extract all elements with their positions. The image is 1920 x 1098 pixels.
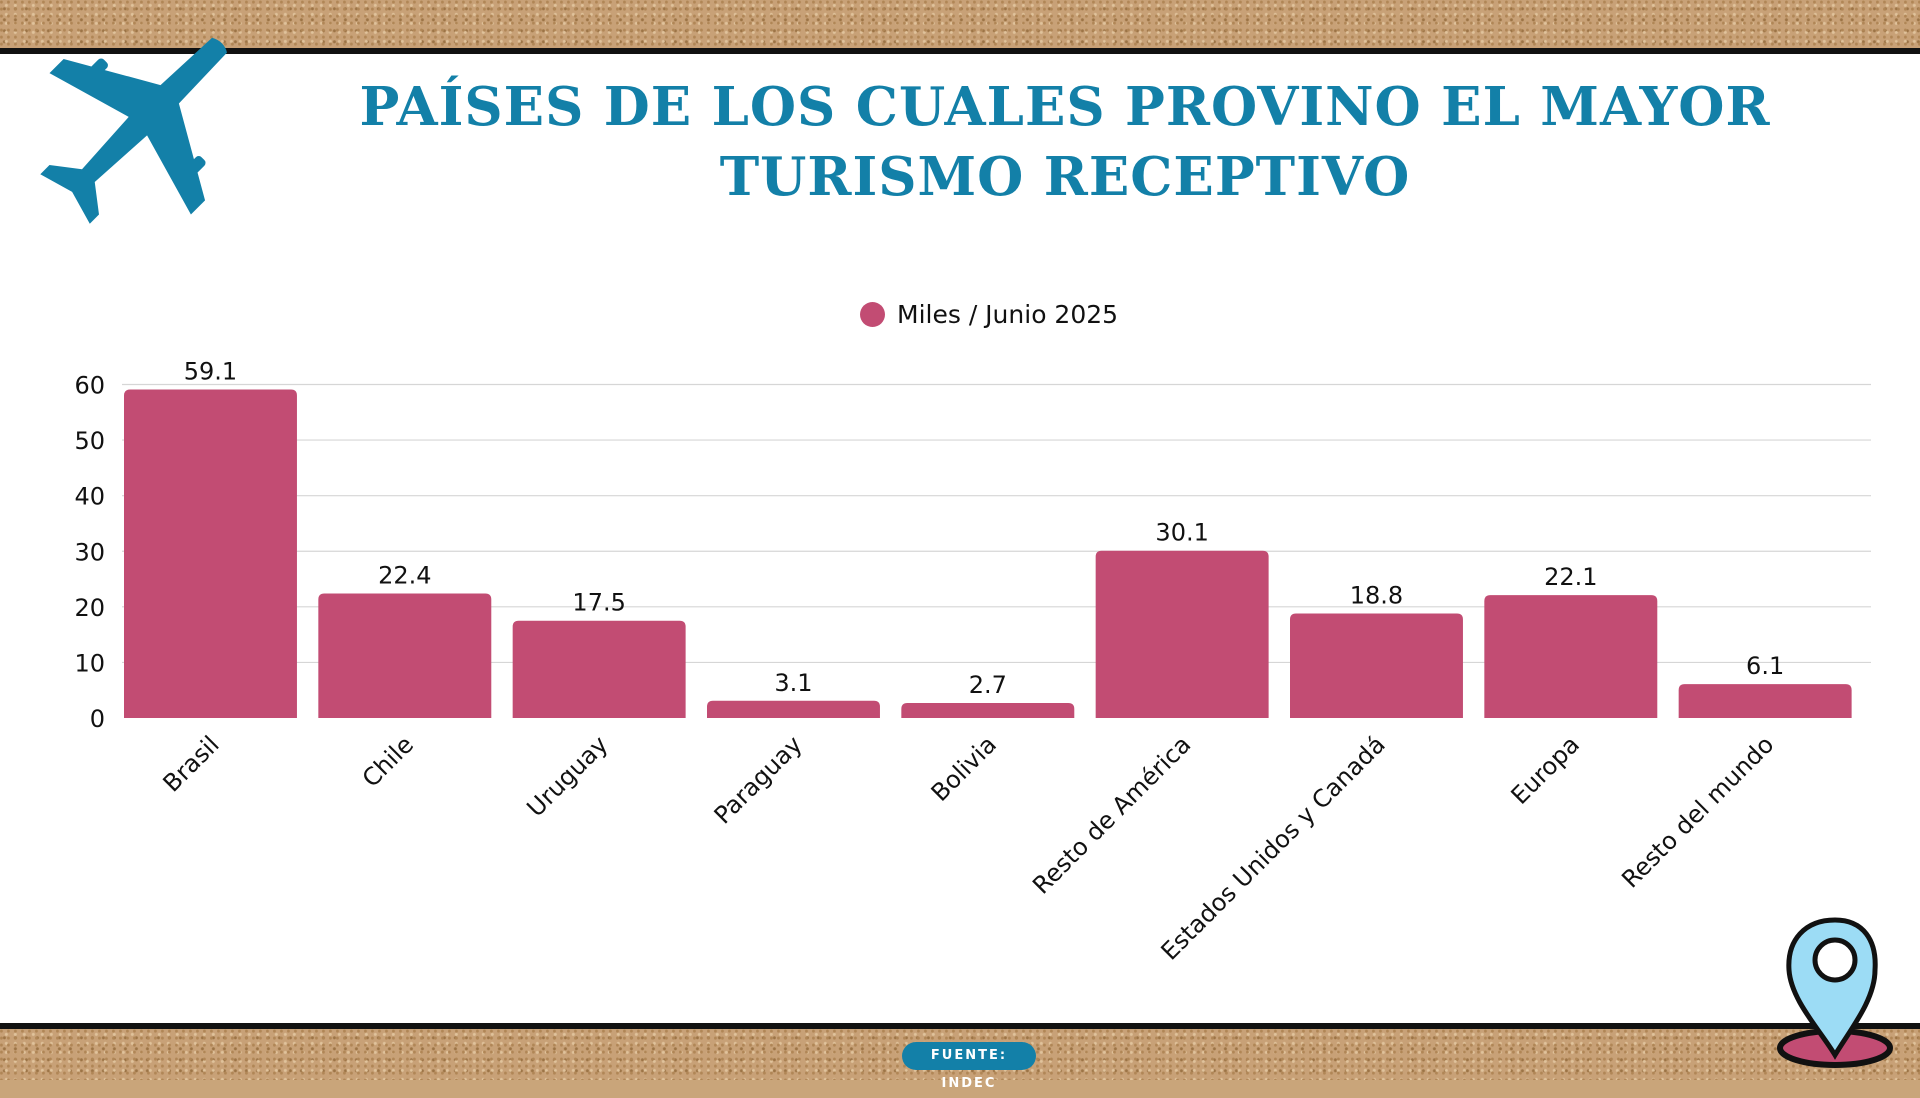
source-badge: FUENTE: INDEC [902,1042,1036,1091]
bar-resto-del-mundo [1678,684,1852,718]
data-label: 3.1 [774,669,812,697]
data-label: 59.1 [184,358,237,386]
x-tick-label: Brasil [158,730,225,797]
data-label: 17.5 [572,589,625,617]
title-line-2: TURISMO RECEPTIVO [719,146,1411,208]
content-panel [0,48,1920,1029]
bar-brasil [124,389,297,718]
bar-chile [318,593,492,718]
bar-bolivia [901,702,1075,718]
bar-resto-de-américa [1095,550,1269,718]
title-line-1: PAÍSES DE LOS CUALES PROVINO EL MAYOR [359,76,1771,138]
x-tick-label: Europa [1506,730,1585,809]
x-tick-label: Estados Unidos y Canadá [1156,730,1391,965]
data-label: 2.7 [969,671,1007,699]
data-label: 30.1 [1155,519,1208,547]
bar-uruguay [512,620,686,718]
data-label: 18.8 [1350,582,1403,610]
y-tick-label: 10 [74,649,105,677]
bar-paraguay [707,700,880,718]
legend-swatch [860,302,885,327]
y-tick-label: 50 [74,427,105,455]
x-tick-label: Paraguay [709,730,808,829]
data-label: 22.4 [378,561,431,589]
x-tick-label: Bolivia [926,730,1002,806]
bar-estados-unidos-y-canadá [1290,613,1463,718]
bar-europa [1484,595,1658,718]
y-tick-label: 40 [74,483,105,511]
x-tick-label: Chile [357,730,419,792]
x-tick-label: Resto del mundo [1616,730,1779,893]
y-tick-label: 20 [74,594,105,622]
map-pin-icon [1777,917,1893,1068]
cork-border-top [0,0,1920,48]
legend-label: Miles / Junio 2025 [897,300,1119,329]
x-tick-label: Uruguay [521,730,613,822]
y-tick-label: 60 [74,372,105,400]
airplane-icon [40,37,227,224]
x-tick-label: Resto de América [1027,730,1196,899]
data-label: 6.1 [1746,652,1784,680]
legend: Miles / Junio 2025 [860,300,1118,329]
y-tick-label: 0 [90,705,105,733]
data-label: 22.1 [1544,563,1597,591]
chart-title: PAÍSES DE LOS CUALES PROVINO EL MAYOR TU… [330,72,1800,212]
y-tick-label: 30 [74,538,105,566]
